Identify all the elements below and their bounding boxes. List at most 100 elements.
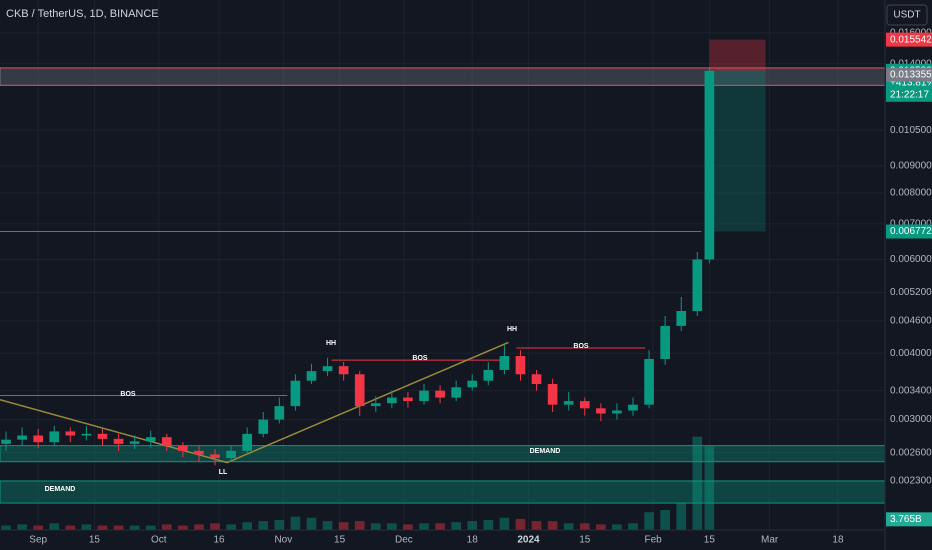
y-tick-label: 0.004000 [890,348,932,359]
volume-bar [17,524,27,530]
volume-bar [628,523,638,530]
candle-body [33,435,44,443]
volume-bar [338,522,349,530]
x-tick-label: Sep [29,535,47,546]
volume-bar [290,516,301,530]
candle-body [210,454,220,459]
candle-body [97,433,108,439]
candle-body [370,403,381,407]
annotation: BOS [573,343,589,350]
volume-bar [274,520,285,530]
price-label-box [886,67,932,82]
chart-title: CKB / TetherUS, 1D, BINANCE [6,8,159,20]
volume-label-box [886,512,932,527]
volume-bar [145,525,156,530]
candle-body [290,380,301,407]
volume-bar [547,521,558,530]
candle-body [1,439,11,444]
volume-bar [483,520,494,530]
y-tick-label: 0.010500 [890,125,932,136]
candle-body [274,406,285,420]
volume-bar [49,523,60,530]
volume-bar [692,436,703,530]
candle-body [660,325,670,359]
target-box [709,70,766,232]
candle-body [563,401,574,405]
volume-bar [194,524,204,530]
candle-body [113,438,124,444]
candle-body [17,435,27,440]
x-tick-label: 18 [832,535,844,546]
annotation: LL [219,469,228,476]
plot: BOS BOS BOS HH HH LL DEMAND DEMAND [0,0,886,530]
candle-body [435,390,445,398]
volume-bar [33,525,44,530]
volume-bar [81,524,92,530]
volume-bar [660,510,670,530]
volume-bar [387,523,397,530]
x-tick-label: 15 [334,535,346,546]
candle-body [242,433,252,451]
x-tick-label: 15 [704,535,716,546]
candle-body [194,450,204,455]
volume-bar [161,524,172,530]
candle-body [451,387,461,398]
volume-bar [226,524,236,530]
candle-body [81,433,92,436]
candle-body [644,358,654,405]
x-tick-label: 18 [467,535,479,546]
candle-body [612,410,622,414]
candle-body [499,356,510,370]
zone [0,445,886,463]
price-label: 0.013355 [890,69,932,80]
candle-body [483,369,494,381]
y-tick-label: 0.006000 [890,254,932,265]
candle-body [387,397,397,404]
y-tick-label: 0.008000 [890,188,932,199]
y-tick-label: 0.003400 [890,385,932,396]
volume-bar [370,523,381,530]
x-tick-label: 2024 [517,535,540,546]
volume-bar [596,524,606,530]
annotation: DEMAND [530,448,561,455]
candle-body [676,311,687,326]
candle-body [161,437,172,446]
price-label-line: 21:22:17 [890,89,929,100]
currency[interactable]: USDT [893,10,920,21]
volume-bar [97,525,108,530]
volume-bar [704,446,715,530]
candle-body [306,371,317,381]
y-tick-label: 0.004600 [890,315,932,326]
volume-bar [644,512,654,530]
volume-bar [676,503,687,530]
price-label-line: +413.81% [890,77,932,88]
candle-body [49,431,60,443]
candle-body [596,408,606,414]
annotation: HH [507,326,517,333]
candle-body [579,401,590,409]
price-label-box [886,32,932,47]
trendline [0,341,509,464]
y-tick-label: 0.005200 [890,287,932,298]
x-tick-label: Dec [395,535,413,546]
candle-body [258,419,269,434]
price-label-box [886,224,932,239]
candle-body [354,374,365,407]
currency-button[interactable] [886,4,928,26]
x-tick-label: Oct [151,535,167,546]
volume-bar [113,525,124,530]
volume-bar [306,517,317,530]
stop-box [709,39,766,71]
volume-bar [242,522,252,530]
volume-bar [1,525,11,530]
candle-body [704,70,715,260]
candle-body [515,356,526,375]
candle-body [419,390,429,402]
x-tick-label: Nov [274,535,292,546]
candle-body [547,383,558,405]
volume-bar [403,524,413,530]
candle-body [628,404,638,411]
price-label: 0.006772 [890,226,932,237]
volume-bar [322,521,333,530]
